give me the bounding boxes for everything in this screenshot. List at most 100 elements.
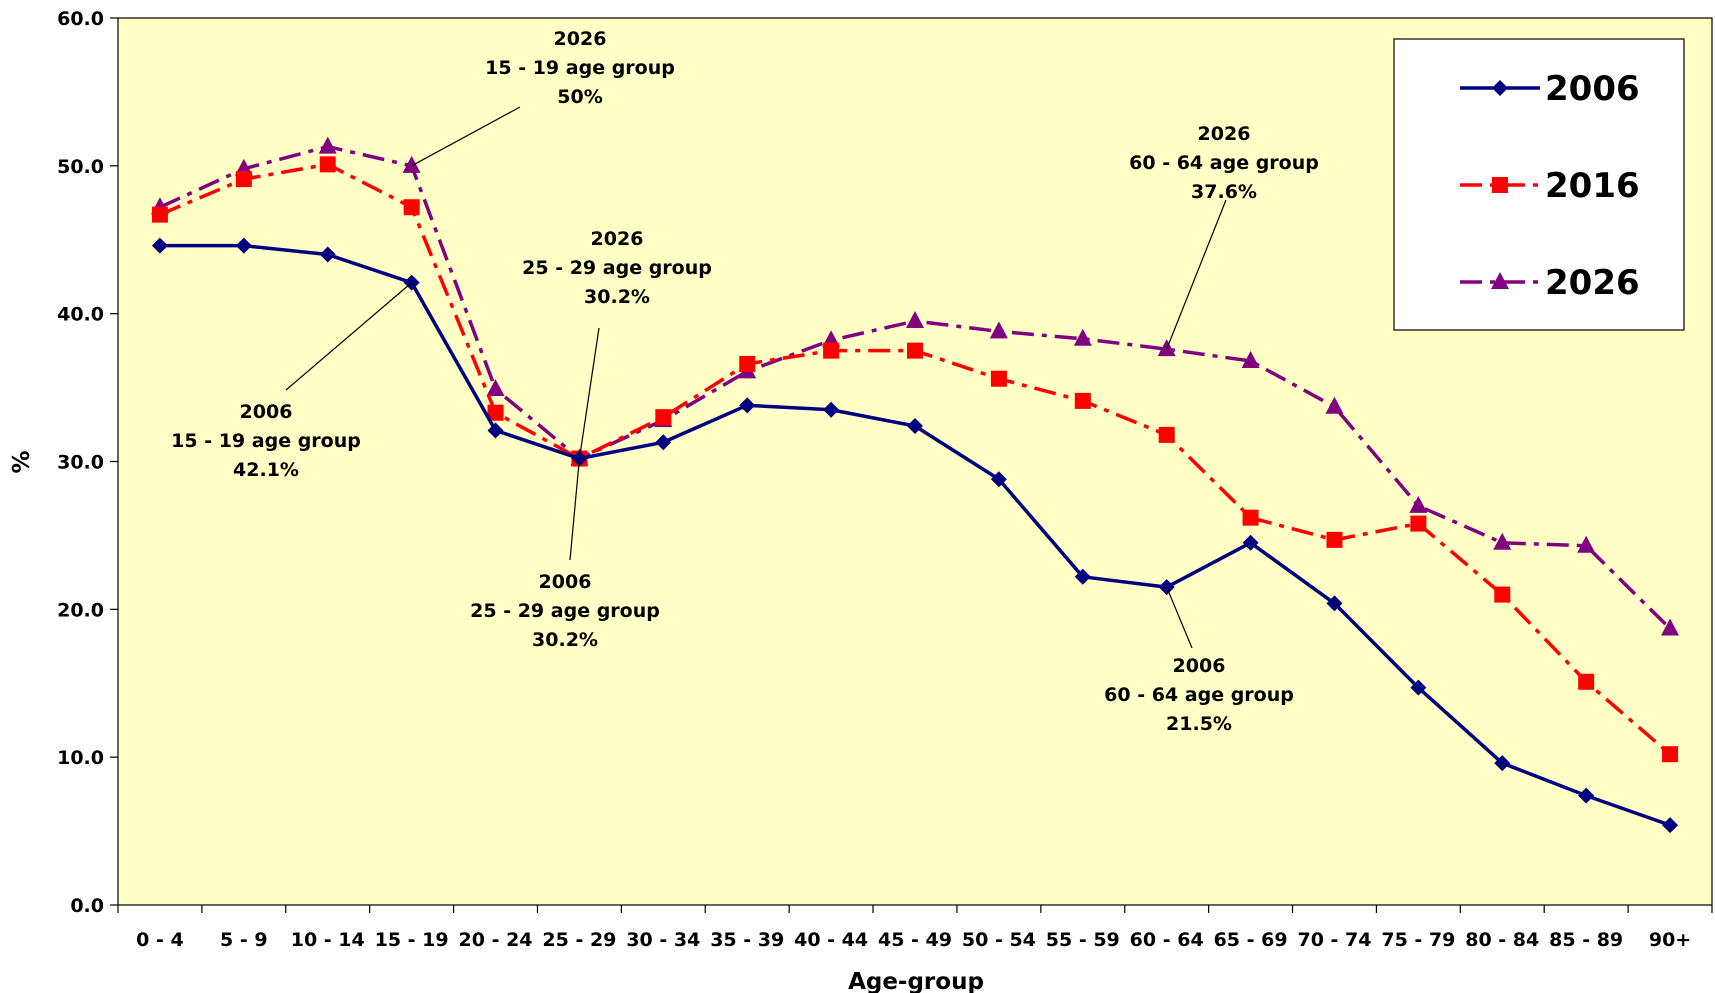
y-tick-label: 60.0	[57, 8, 104, 30]
annotation-text: 25 - 29 age group	[522, 257, 712, 279]
legend-item-2006: 2006	[1460, 69, 1640, 109]
annotation: 2006 25 - 29 age group 30.2%	[470, 458, 660, 651]
annotation: 2026 25 - 29 age group 30.2%	[522, 228, 712, 459]
data-point-2016	[823, 342, 840, 359]
data-point-2006	[151, 237, 168, 254]
data-point-2016	[739, 355, 756, 372]
x-tick-label: 10 - 14	[291, 929, 365, 951]
annotation-text: 50%	[557, 86, 602, 108]
annotation-text: 30.2%	[532, 629, 598, 651]
data-point-2016	[235, 171, 252, 188]
y-tick-label: 10.0	[57, 747, 104, 769]
series-layer	[150, 136, 1680, 834]
data-point-2026	[1577, 535, 1596, 553]
data-point-2026	[1493, 532, 1512, 550]
data-point-2026	[318, 136, 337, 154]
data-point-2026	[1409, 495, 1428, 513]
data-point-2006	[487, 422, 504, 439]
annotation-text: 2026	[554, 28, 607, 50]
legend-item-2026: 2026	[1460, 263, 1640, 303]
data-point-2006	[1662, 817, 1679, 834]
annotation-leader	[285, 282, 413, 391]
annotation-text: 2006	[240, 401, 293, 423]
data-point-2006	[319, 246, 336, 263]
x-tick-label: 70 - 74	[1297, 929, 1371, 951]
legend-label: 2016	[1545, 166, 1640, 206]
data-point-2006	[1326, 595, 1343, 612]
data-point-2016	[1494, 586, 1511, 603]
data-point-2016	[403, 199, 420, 216]
data-point-2016	[1662, 746, 1679, 763]
annotation-text: 15 - 19 age group	[171, 430, 361, 452]
data-point-2006	[1074, 568, 1091, 585]
x-tick-label: 75 - 79	[1381, 929, 1455, 951]
annotation-text: 60 - 64 age group	[1129, 152, 1319, 174]
y-tick-label: 50.0	[57, 156, 104, 178]
data-point-2006	[1494, 755, 1511, 772]
annotation-text: 37.6%	[1191, 181, 1257, 203]
x-tick-label: 35 - 39	[710, 929, 784, 951]
legend-marker-triangle	[1491, 272, 1509, 289]
data-point-2006	[990, 471, 1007, 488]
x-tick-label: 15 - 19	[375, 929, 449, 951]
x-tick-label: 45 - 49	[878, 929, 952, 951]
data-point-2016	[655, 409, 672, 426]
data-point-2006	[1242, 534, 1259, 551]
legend-marker-square	[1492, 177, 1508, 193]
annotation-text: 2006	[539, 571, 592, 593]
annotation-text: 25 - 29 age group	[470, 600, 660, 622]
x-tick-label: 40 - 44	[794, 929, 868, 951]
x-tick-label: 0 - 4	[136, 929, 184, 951]
data-point-2016	[1242, 509, 1259, 526]
x-tick-label: 65 - 69	[1214, 929, 1288, 951]
data-point-2016	[1578, 673, 1595, 690]
annotation: 2006 15 - 19 age group 42.1%	[171, 282, 413, 481]
annotation-leader	[1166, 586, 1193, 649]
data-point-2026	[1073, 328, 1092, 346]
data-point-2006	[907, 418, 923, 435]
data-point-2016	[1410, 515, 1427, 532]
annotation: 2006 60 - 64 age group 21.5%	[1104, 586, 1294, 735]
data-point-2016	[990, 370, 1007, 387]
data-point-2026	[402, 155, 421, 173]
legend-label: 2006	[1545, 69, 1640, 109]
data-point-2016	[319, 156, 336, 173]
annotation-leader	[411, 106, 521, 167]
annotation-text: 30.2%	[584, 286, 650, 308]
legend-marker-diamond	[1492, 80, 1508, 96]
annotation-leader	[578, 327, 600, 459]
x-tick-label: 25 - 29	[542, 929, 616, 951]
data-point-2016	[1074, 392, 1091, 409]
annotation-leader	[1166, 199, 1227, 350]
axes: 0.0 10.0 20.0 30.0 40.0 50.0 60.0 0 - 4 5 - 9 10 …	[57, 8, 1713, 951]
data-point-2006	[655, 434, 672, 451]
annotation-text: 2026	[1198, 123, 1251, 145]
y-tick-label: 0.0	[70, 895, 104, 917]
legend: 2006 2016 2026	[1393, 38, 1685, 331]
annotations: 2026 15 - 19 age group 50% 2006 15 - 19 age …	[171, 28, 1319, 735]
x-tick-label: 50 - 54	[962, 929, 1036, 951]
y-tick-label: 40.0	[57, 304, 104, 326]
x-tick-label: 90+	[1649, 929, 1691, 951]
data-point-2026	[989, 321, 1008, 339]
data-point-2016	[151, 206, 168, 223]
y-axis-title: %	[9, 450, 35, 473]
legend-item-2016: 2016	[1460, 166, 1640, 206]
annotation-text: 60 - 64 age group	[1104, 684, 1294, 706]
y-tick-label: 30.0	[57, 452, 104, 474]
data-point-2026	[1241, 350, 1260, 368]
legend-box	[1393, 38, 1685, 331]
data-point-2026	[1325, 396, 1344, 414]
series-2006	[151, 237, 1679, 834]
legend-label: 2026	[1545, 263, 1640, 303]
data-point-2016	[487, 404, 504, 421]
annotation-text: 2026	[591, 228, 644, 250]
annotation-leader	[569, 458, 581, 561]
x-tick-label: 5 - 9	[220, 929, 268, 951]
x-tick-label: 20 - 24	[459, 929, 533, 951]
data-point-2026	[1661, 618, 1680, 636]
data-point-2006	[823, 401, 840, 418]
x-tick-label: 85 - 89	[1549, 929, 1623, 951]
data-point-2006	[1578, 787, 1595, 804]
